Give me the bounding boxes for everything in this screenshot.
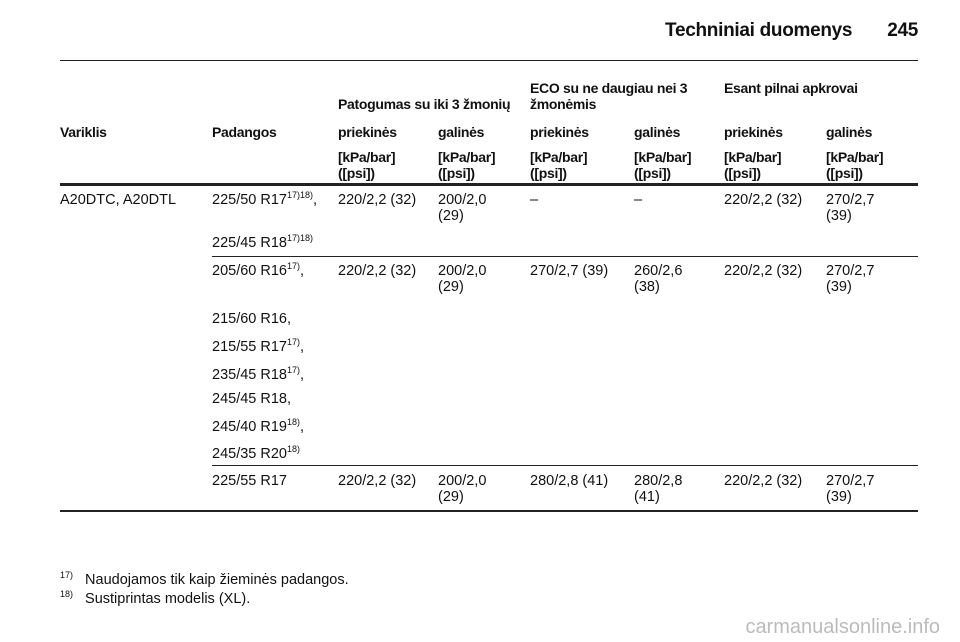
engine: A20DTC, A20DTL xyxy=(60,192,177,208)
tire-size-text: 215/55 R17 xyxy=(212,339,287,355)
separator: , xyxy=(300,339,305,355)
tire-size: 215/60 R16, xyxy=(212,311,291,327)
tire-size-text: 245/35 R20 xyxy=(212,446,287,462)
watermark: carmanualsonline.info xyxy=(745,616,940,638)
pressure-value: 270/2,7 (39) xyxy=(826,263,875,295)
tire-size-text: 225/45 R18 xyxy=(212,235,287,251)
footnote-ref: 17)18) xyxy=(286,233,313,243)
tire-size: 245/35 R2018) xyxy=(212,444,300,463)
table-bottom-rule xyxy=(60,510,918,512)
tire-size: 235/45 R1817), xyxy=(212,365,305,384)
separator: , xyxy=(300,419,305,435)
unit-header: [kPa/bar] ([psi]) xyxy=(338,149,396,181)
pressure-value: 220/2,2 (32) xyxy=(724,192,803,208)
tire-size: 245/45 R18, xyxy=(212,391,291,407)
footnote-ref: 18) xyxy=(286,444,300,454)
tire-size: 215/55 R1717), xyxy=(212,337,305,356)
separator: , xyxy=(300,367,305,383)
pressure-value: 280/2,8 (41) xyxy=(530,473,609,489)
footnote-ref: 17) xyxy=(286,337,300,347)
row-rule xyxy=(212,256,918,257)
pressure-value: 220/2,2 (32) xyxy=(338,192,417,208)
tire-size-text: 215/60 R16, xyxy=(212,311,292,327)
pressure-value: – xyxy=(634,192,643,208)
column-header: priekinės xyxy=(530,124,589,140)
pressure-value: 220/2,2 (32) xyxy=(338,473,417,489)
column-header: priekinės xyxy=(724,124,783,140)
table-head-rule xyxy=(60,183,918,186)
footnote: 17) Naudojamos tik kaip žieminės padango… xyxy=(60,570,349,589)
footnote-mark: 17) xyxy=(60,570,74,580)
pressure-value: – xyxy=(530,192,539,208)
column-header: galinės xyxy=(634,124,681,140)
footnote-ref: 17) xyxy=(286,365,300,375)
pressure-value: 200/2,0 (29) xyxy=(438,263,487,295)
pressure-value: 270/2,7 (39) xyxy=(826,192,875,224)
page-header: Techniniai duomenys 245 xyxy=(665,20,918,42)
footnote-text: Sustiprintas modelis (XL). xyxy=(85,591,251,607)
footnote-ref: 17) xyxy=(286,261,300,271)
page-number: 245 xyxy=(887,20,918,41)
tire-size: 225/45 R1817)18) xyxy=(212,233,313,252)
tire-size: 225/50 R1717)18), xyxy=(212,190,318,209)
tire-size: 245/40 R1918), xyxy=(212,417,305,436)
unit-header: [kPa/bar] ([psi]) xyxy=(438,149,496,181)
footnote: 18) Sustiprintas modelis (XL). xyxy=(60,589,251,608)
tire-size-text: 245/45 R18, xyxy=(212,391,292,407)
pressure-value: 280/2,8 (41) xyxy=(634,473,683,505)
footnote-mark: 18) xyxy=(60,589,74,599)
group-header: ECO su ne daugiau nei 3 žmonėmis xyxy=(530,80,688,112)
unit-header: [kPa/bar] ([psi]) xyxy=(724,149,782,181)
tire-size-text: 245/40 R19 xyxy=(212,419,287,435)
pressure-value: 270/2,7 (39) xyxy=(826,473,875,505)
pressure-value: 220/2,2 (32) xyxy=(724,263,803,279)
pressure-value: 200/2,0 (29) xyxy=(438,473,487,505)
unit-header: [kPa/bar] ([psi]) xyxy=(826,149,884,181)
tire-size-text: 205/60 R16 xyxy=(212,263,287,279)
pressure-value: 200/2,0 (29) xyxy=(438,192,487,224)
header-title: Techniniai duomenys xyxy=(665,20,853,41)
pressure-value: 220/2,2 (32) xyxy=(338,263,417,279)
column-header: Variklis xyxy=(60,124,107,140)
tire-size-text: 225/55 R17 xyxy=(212,473,287,489)
tire-size: 205/60 R1617), xyxy=(212,261,305,280)
pressure-value: 260/2,6 (38) xyxy=(634,263,683,295)
pressure-value: 220/2,2 (32) xyxy=(724,473,803,489)
column-header: Padangos xyxy=(212,124,277,140)
tire-size: 225/55 R17 xyxy=(212,473,287,489)
footnote-ref: 18) xyxy=(286,417,300,427)
row-rule xyxy=(212,465,918,466)
column-header: priekinės xyxy=(338,124,397,140)
pressure-value: 270/2,7 (39) xyxy=(530,263,609,279)
separator: , xyxy=(300,263,305,279)
header-rule xyxy=(60,60,918,61)
tire-size-text: 225/50 R17 xyxy=(212,192,287,208)
group-header: Esant pilnai apkrovai xyxy=(724,80,858,96)
tire-size-text: 235/45 R18 xyxy=(212,367,287,383)
column-header: galinės xyxy=(438,124,485,140)
unit-header: [kPa/bar] ([psi]) xyxy=(530,149,588,181)
footnote-text: Naudojamos tik kaip žieminės padangos. xyxy=(85,572,349,588)
separator: , xyxy=(313,192,318,208)
group-header: Patogumas su iki 3 žmonių xyxy=(338,96,511,112)
column-header: galinės xyxy=(826,124,873,140)
footnote-ref: 17)18) xyxy=(286,190,313,200)
unit-header: [kPa/bar] ([psi]) xyxy=(634,149,692,181)
